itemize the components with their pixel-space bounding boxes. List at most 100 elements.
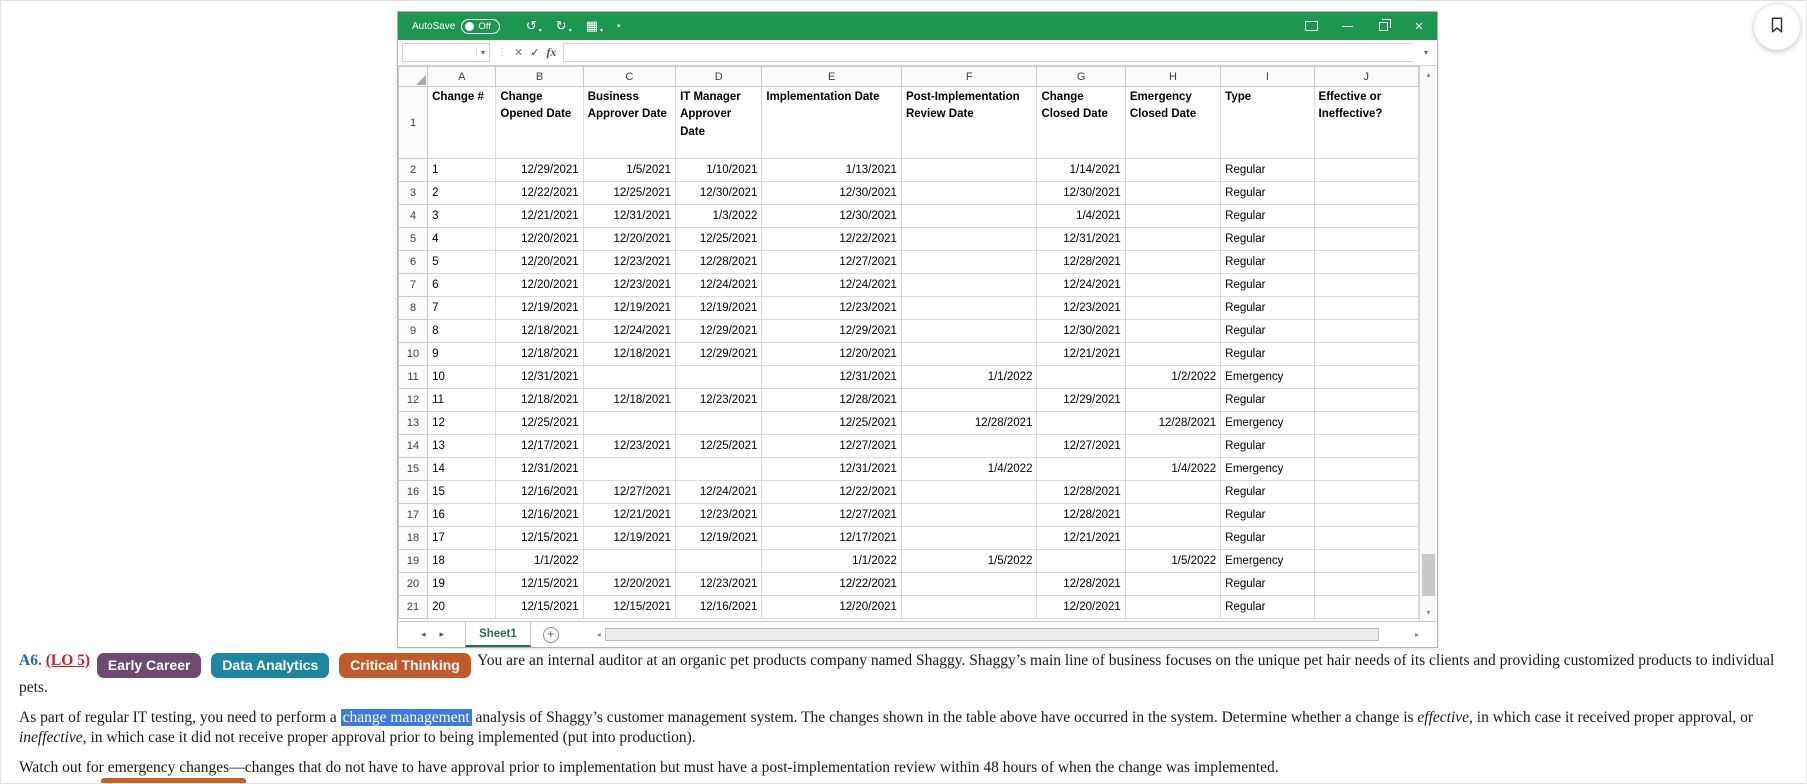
row-header-20[interactable]: 20 xyxy=(398,572,429,596)
cell[interactable]: IT Manager Approver Date xyxy=(675,86,763,159)
cell[interactable] xyxy=(1124,227,1222,251)
vertical-scrollbar[interactable]: ▴ ▾ xyxy=(1419,66,1437,621)
cell[interactable]: 1/13/2021 xyxy=(761,158,902,182)
cell[interactable]: 12/28/2021 xyxy=(900,411,1038,435)
column-header-C[interactable]: C xyxy=(582,66,677,87)
cell[interactable] xyxy=(1313,388,1419,412)
cell[interactable]: 12/30/2021 xyxy=(1036,181,1126,205)
cell[interactable] xyxy=(900,342,1038,366)
insert-function-button[interactable]: fx xyxy=(546,44,557,59)
cell[interactable] xyxy=(900,503,1038,527)
cell[interactable] xyxy=(900,526,1038,550)
cell[interactable]: 12/23/2021 xyxy=(582,273,677,297)
cell[interactable] xyxy=(1124,388,1222,412)
cell[interactable]: 12/29/2021 xyxy=(675,319,763,343)
cell[interactable]: Regular xyxy=(1220,319,1315,343)
redo-button[interactable]: ↻ ▾ xyxy=(556,19,572,34)
cell[interactable] xyxy=(1313,273,1419,297)
cell[interactable] xyxy=(1313,181,1419,205)
cell[interactable]: Regular xyxy=(1220,273,1315,297)
cell[interactable]: Change # xyxy=(427,86,497,159)
sheet-tab-sheet1[interactable]: Sheet1 xyxy=(465,622,531,647)
cell[interactable]: 16 xyxy=(427,503,497,527)
cell[interactable]: Type xyxy=(1220,86,1315,159)
cell[interactable]: Regular xyxy=(1220,480,1315,504)
cell[interactable] xyxy=(1124,526,1222,550)
tab-next-icon[interactable]: ▸ xyxy=(439,629,445,640)
row-header-16[interactable]: 16 xyxy=(398,480,429,504)
cell[interactable]: 12/24/2021 xyxy=(675,480,763,504)
cell[interactable]: 12/24/2021 xyxy=(582,319,677,343)
cell[interactable] xyxy=(1313,250,1419,274)
cell[interactable]: 12/20/2021 xyxy=(761,342,902,366)
cell[interactable] xyxy=(675,549,763,573)
cell[interactable]: 12/22/2021 xyxy=(761,480,902,504)
column-header-A[interactable]: A xyxy=(427,66,497,87)
cell[interactable] xyxy=(675,411,763,435)
cell[interactable] xyxy=(1313,411,1419,435)
cell[interactable]: 12/23/2021 xyxy=(761,296,902,320)
cell[interactable] xyxy=(1124,503,1222,527)
cell[interactable]: 1/1/2022 xyxy=(495,549,584,573)
cell[interactable]: Regular xyxy=(1220,342,1315,366)
cell[interactable] xyxy=(1124,204,1222,228)
cell[interactable]: 18 xyxy=(427,549,497,573)
cell[interactable] xyxy=(1313,526,1419,550)
cell[interactable]: 12/24/2021 xyxy=(675,273,763,297)
cell[interactable]: 12/20/2021 xyxy=(761,595,902,619)
cell[interactable]: 12/28/2021 xyxy=(761,388,902,412)
column-header-G[interactable]: G xyxy=(1036,66,1126,87)
cell[interactable]: 1/5/2022 xyxy=(1124,549,1222,573)
cell[interactable]: 12/20/2021 xyxy=(495,273,584,297)
vertical-scroll-thumb[interactable] xyxy=(1422,554,1435,596)
add-sheet-button[interactable]: + xyxy=(542,626,559,643)
autosave-toggle[interactable]: Off xyxy=(461,18,500,34)
cell[interactable]: 12/23/2021 xyxy=(675,572,763,596)
learning-objective-link[interactable]: (LO 5) xyxy=(45,652,91,669)
cell[interactable] xyxy=(1313,342,1419,366)
cell[interactable]: 12/30/2021 xyxy=(761,181,902,205)
cell[interactable]: Regular xyxy=(1220,434,1315,458)
cell[interactable] xyxy=(675,365,763,389)
cell[interactable]: 1/4/2021 xyxy=(1036,204,1126,228)
horizontal-scrollbar[interactable]: ◂ ▸ xyxy=(593,627,1423,642)
cell[interactable]: 12/31/2021 xyxy=(761,457,902,481)
cell[interactable]: Regular xyxy=(1220,181,1315,205)
cell[interactable] xyxy=(900,572,1038,596)
cell[interactable]: Change Opened Date xyxy=(495,86,584,159)
select-all-corner[interactable] xyxy=(398,66,429,87)
cell[interactable] xyxy=(1313,158,1419,182)
ribbon-display-options-button[interactable] xyxy=(1293,12,1329,40)
cell[interactable] xyxy=(1313,227,1419,251)
cell[interactable] xyxy=(1313,204,1419,228)
row-header-8[interactable]: 8 xyxy=(398,296,429,320)
cell[interactable]: 12/23/2021 xyxy=(1036,296,1126,320)
horizontal-scroll-thumb[interactable] xyxy=(604,628,1379,641)
row-header-21[interactable]: 21 xyxy=(398,595,429,619)
scroll-left-icon[interactable]: ◂ xyxy=(596,630,601,639)
cell[interactable] xyxy=(900,319,1038,343)
row-header-3[interactable]: 3 xyxy=(398,181,429,205)
row-header-6[interactable]: 6 xyxy=(398,250,429,274)
row-header-11[interactable]: 11 xyxy=(398,365,429,389)
cell[interactable]: Change Closed Date xyxy=(1036,86,1126,159)
cell[interactable]: Regular xyxy=(1220,204,1315,228)
row-header-10[interactable]: 10 xyxy=(398,342,429,366)
cell[interactable]: 12/25/2021 xyxy=(495,411,584,435)
cell[interactable]: 12/18/2021 xyxy=(582,342,677,366)
cell[interactable]: Effective or Ineffective? xyxy=(1313,86,1419,159)
cell[interactable]: 12 xyxy=(427,411,497,435)
cell[interactable]: 12/25/2021 xyxy=(761,411,902,435)
row-header-18[interactable]: 18 xyxy=(398,526,429,550)
cell[interactable]: 12/21/2021 xyxy=(1036,526,1126,550)
cell[interactable]: 12/27/2021 xyxy=(761,503,902,527)
cell[interactable]: 10 xyxy=(427,365,497,389)
cell[interactable] xyxy=(900,273,1038,297)
cell[interactable]: 12/15/2021 xyxy=(495,572,584,596)
cell[interactable]: 17 xyxy=(427,526,497,550)
cell[interactable]: 12/28/2021 xyxy=(1036,503,1126,527)
cell[interactable]: 1/1/2022 xyxy=(900,365,1038,389)
cell[interactable]: Emergency xyxy=(1220,457,1315,481)
cell[interactable]: Emergency xyxy=(1220,549,1315,573)
cell[interactable]: 12/16/2021 xyxy=(675,595,763,619)
